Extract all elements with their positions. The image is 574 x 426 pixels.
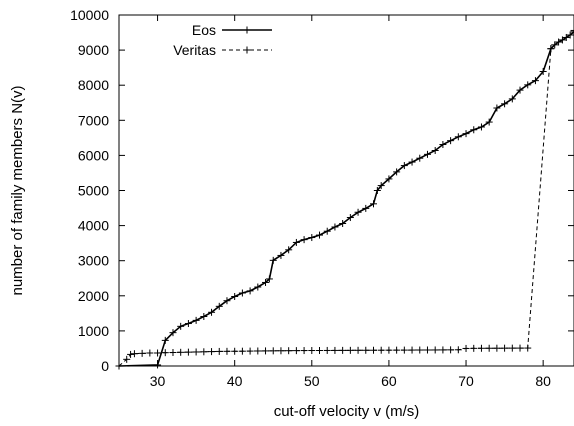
series-line-eos	[118, 30, 574, 367]
x-tick-label: 40	[227, 373, 243, 389]
legend-sample-veritas	[222, 46, 272, 54]
series-eos	[115, 26, 574, 370]
y-tick-label: 0	[101, 358, 109, 374]
y-tick-label: 7000	[78, 112, 109, 128]
y-tick-label: 10000	[70, 7, 109, 23]
x-tick-label: 50	[304, 373, 320, 389]
axis-ticks	[119, 14, 574, 367]
series-layer	[115, 26, 574, 370]
y-tick-label: 2000	[78, 288, 109, 304]
legend: Eos Veritas	[173, 22, 272, 58]
y-tick-label: 3000	[78, 253, 109, 269]
y-tick-label: 5000	[78, 183, 109, 199]
plot-frame	[118, 14, 574, 367]
y-tick-label: 8000	[78, 77, 109, 93]
y-tick-label: 9000	[78, 42, 109, 58]
legend-label-veritas: Veritas	[173, 42, 216, 58]
y-tick-label: 4000	[78, 218, 109, 234]
legend-sample-eos	[222, 26, 272, 34]
x-tick-label: 30	[150, 373, 166, 389]
tick-labels: 30 40 50 60 70 80 0 1000 2000 3000 4000 5000 6000 700…	[70, 7, 551, 389]
y-axis-title: number of family members N(v)	[9, 85, 26, 295]
y-tick-label: 6000	[78, 147, 109, 163]
series-line-veritas	[118, 48, 552, 367]
x-axis-title: cut-off velocity v (m/s)	[274, 403, 420, 420]
series-veritas	[115, 45, 555, 370]
y-tick-label: 1000	[78, 323, 109, 339]
legend-label-eos: Eos	[192, 22, 216, 38]
x-tick-label: 60	[381, 373, 397, 389]
x-tick-label: 70	[458, 373, 474, 389]
x-tick-label: 80	[535, 373, 551, 389]
